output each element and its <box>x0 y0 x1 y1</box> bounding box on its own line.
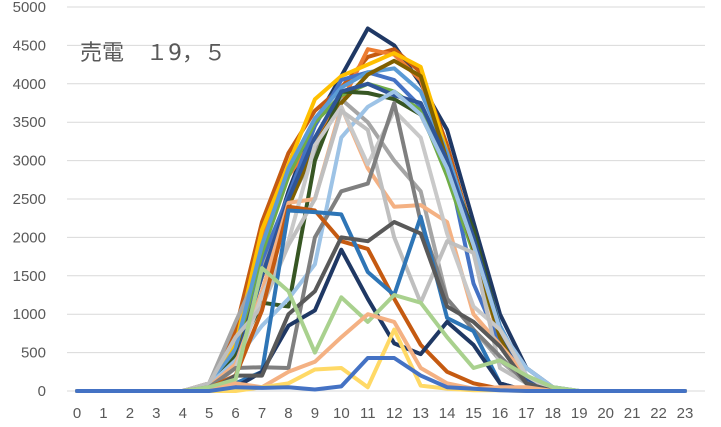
x-tick-label: 17 <box>518 405 535 422</box>
x-tick-label: 10 <box>333 405 350 422</box>
series-line-d23 <box>75 327 687 393</box>
series-line-d16 <box>75 101 687 393</box>
y-tick-label: 0 <box>38 383 46 400</box>
x-tick-label: 23 <box>677 405 694 422</box>
x-tick-label: 3 <box>152 405 160 422</box>
x-tick-label: 18 <box>544 405 561 422</box>
y-tick-label: 1500 <box>13 268 46 285</box>
x-tick-label: 13 <box>412 405 429 422</box>
y-tick-label: 3500 <box>13 114 46 131</box>
x-tick-label: 22 <box>650 405 667 422</box>
x-tick-label: 21 <box>624 405 641 422</box>
x-tick-label: 4 <box>179 405 187 422</box>
series-lines <box>75 26 687 393</box>
y-tick-label: 5000 <box>13 0 46 16</box>
x-tick-label: 11 <box>360 405 376 422</box>
series-line-d21 <box>75 266 687 393</box>
y-tick-label: 4000 <box>13 76 46 93</box>
x-tick-label: 16 <box>492 405 509 422</box>
x-tick-label: 0 <box>73 405 81 422</box>
y-tick-label: 4500 <box>13 37 46 54</box>
y-tick-label: 2500 <box>13 191 46 208</box>
x-axis-ticks: 0 1 2 3 4 5 6 7 8 9 10 11 12 13 14 15 16 17 18 19 20 21 22 23 <box>73 405 694 422</box>
x-tick-label: 8 <box>284 405 292 422</box>
chart-title: 売電 １9，５ <box>80 41 226 66</box>
x-tick-label: 6 <box>231 405 239 422</box>
series-line-d15 <box>75 108 687 393</box>
x-tick-label: 5 <box>205 405 213 422</box>
series-line-d24 <box>75 356 687 393</box>
x-tick-label: 9 <box>311 405 319 422</box>
y-axis-ticks: 0 500 1000 1500 2000 2500 3000 3500 4000 4500 5000 <box>13 0 46 400</box>
x-tick-label: 7 <box>258 405 266 422</box>
y-tick-label: 3000 <box>13 153 46 170</box>
series-line-d4 <box>75 51 687 393</box>
series-line-d9 <box>75 58 687 393</box>
y-tick-label: 2000 <box>13 229 46 246</box>
series-line-d17 <box>75 204 687 393</box>
x-tick-label: 2 <box>126 405 134 422</box>
x-tick-label: 15 <box>465 405 482 422</box>
x-tick-label: 20 <box>597 405 614 422</box>
x-tick-label: 14 <box>439 405 456 422</box>
x-tick-label: 12 <box>386 405 403 422</box>
series-line-d1 <box>75 26 687 393</box>
x-tick-label: 19 <box>571 405 588 422</box>
y-tick-label: 500 <box>21 345 46 362</box>
y-tick-label: 1000 <box>13 306 46 323</box>
x-tick-label: 1 <box>99 405 107 422</box>
